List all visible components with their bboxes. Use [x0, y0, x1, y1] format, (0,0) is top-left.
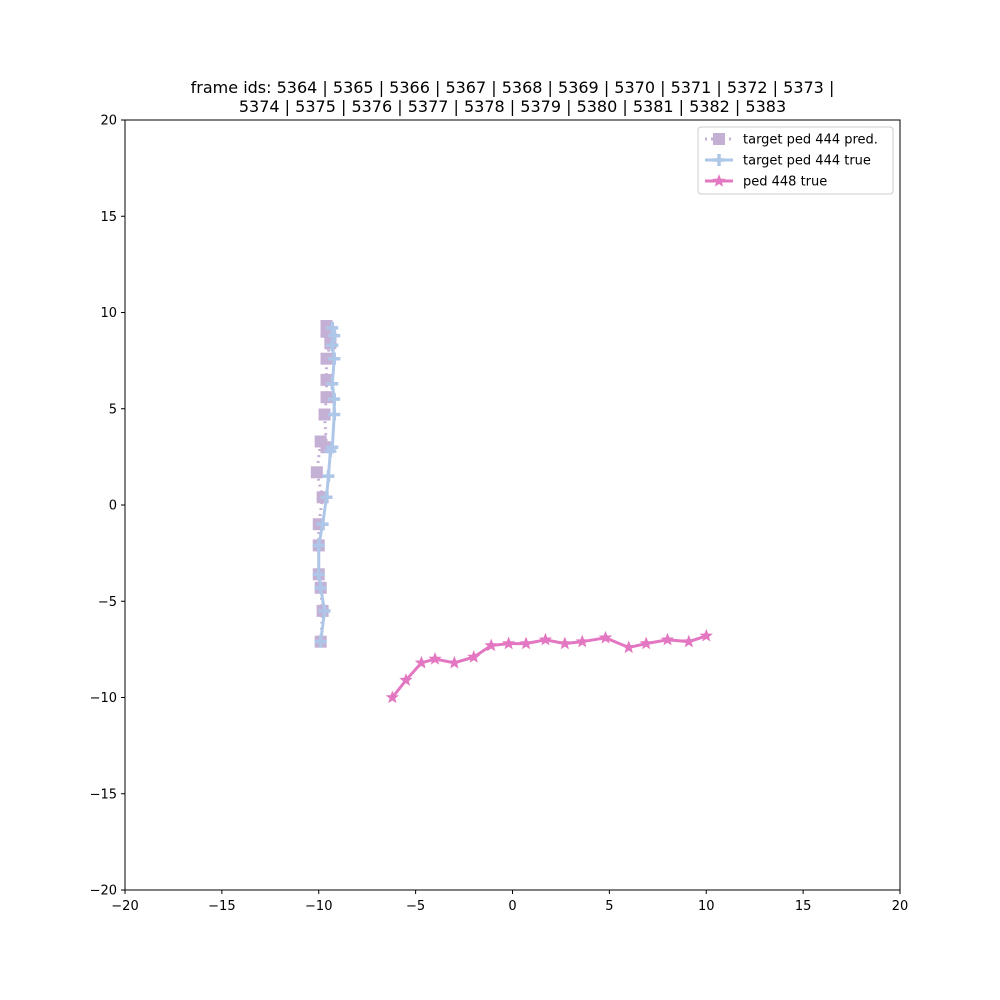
y-tick-label: 15 [100, 210, 117, 225]
data-point [328, 393, 341, 406]
data-point [328, 352, 341, 365]
data-point [660, 632, 675, 646]
legend-label: target ped 444 pred. [743, 133, 878, 148]
data-point [328, 329, 341, 342]
axes-frame [124, 119, 901, 891]
data-point [575, 634, 589, 648]
data-point [320, 352, 333, 365]
y-tick-label: −10 [90, 691, 117, 706]
x-tick-label: −15 [208, 899, 235, 914]
data-point [318, 408, 331, 421]
data-point [399, 673, 413, 686]
series-0 [310, 319, 337, 648]
data-point [639, 636, 653, 650]
legend: target ped 444 pred. target ped 444 true p… [697, 126, 894, 195]
x-tick-label: 0 [508, 899, 516, 914]
data-point [326, 339, 339, 352]
y-tick-label: 5 [109, 402, 117, 417]
data-point [447, 655, 462, 669]
data-point [314, 635, 327, 648]
chart-title-line-1: frame ids: 5364 | 5365 | 5366 | 5367 | 5… [190, 78, 835, 97]
data-point [538, 632, 553, 646]
data-point [682, 634, 696, 648]
data-point [326, 377, 339, 390]
y-tick-label: 0 [109, 499, 117, 514]
x-tick-label: 5 [605, 899, 613, 914]
data-point [598, 630, 613, 644]
data-point [385, 690, 400, 704]
data-point [699, 628, 713, 642]
legend-marker [713, 154, 725, 166]
data-point [558, 636, 572, 650]
data-point [310, 466, 323, 479]
data-point [312, 539, 325, 552]
data-point [316, 518, 329, 531]
data-point [312, 568, 325, 581]
axis-ticks: −20 −15 −10 −5 0 5 10 15 20 −20 −15 −10 −5 0 5 10 15 20 [90, 114, 909, 915]
legend-marker [713, 133, 725, 145]
data-point [328, 408, 341, 421]
series-2 [385, 628, 713, 704]
data-point [519, 636, 533, 650]
data-point [501, 636, 516, 650]
data-point [326, 321, 339, 334]
x-tick-label: 20 [892, 899, 909, 914]
series-layer [310, 319, 713, 704]
chart-title: frame ids: 5364 | 5365 | 5366 | 5367 | 5… [125, 78, 900, 116]
chart-title-line-2: 5374 | 5375 | 5376 | 5377 | 5378 | 5379 … [238, 97, 787, 116]
legend-label: ped 448 true [743, 175, 827, 190]
data-point [428, 652, 442, 665]
data-point [414, 655, 429, 669]
data-point [314, 581, 327, 594]
data-point [320, 391, 333, 404]
data-point [322, 470, 335, 483]
legend-label: target ped 444 true [743, 154, 871, 169]
data-point [326, 441, 339, 454]
y-tick-label: −15 [90, 787, 117, 802]
data-point [320, 491, 333, 504]
data-point [484, 638, 498, 652]
x-tick-label: −20 [111, 899, 138, 914]
series-1 [312, 321, 341, 648]
y-tick-label: 10 [100, 306, 117, 321]
legend-box [697, 126, 894, 195]
data-point [622, 640, 636, 654]
data-point [467, 650, 481, 663]
y-tick-label: −20 [90, 884, 117, 899]
x-tick-label: −5 [406, 899, 425, 914]
legend-marker [712, 174, 726, 187]
y-tick-label: 20 [100, 114, 117, 129]
x-tick-label: 15 [795, 899, 812, 914]
data-point [318, 604, 331, 617]
y-tick-label: −5 [98, 595, 117, 610]
x-tick-label: −10 [305, 899, 332, 914]
x-tick-label: 10 [698, 899, 715, 914]
